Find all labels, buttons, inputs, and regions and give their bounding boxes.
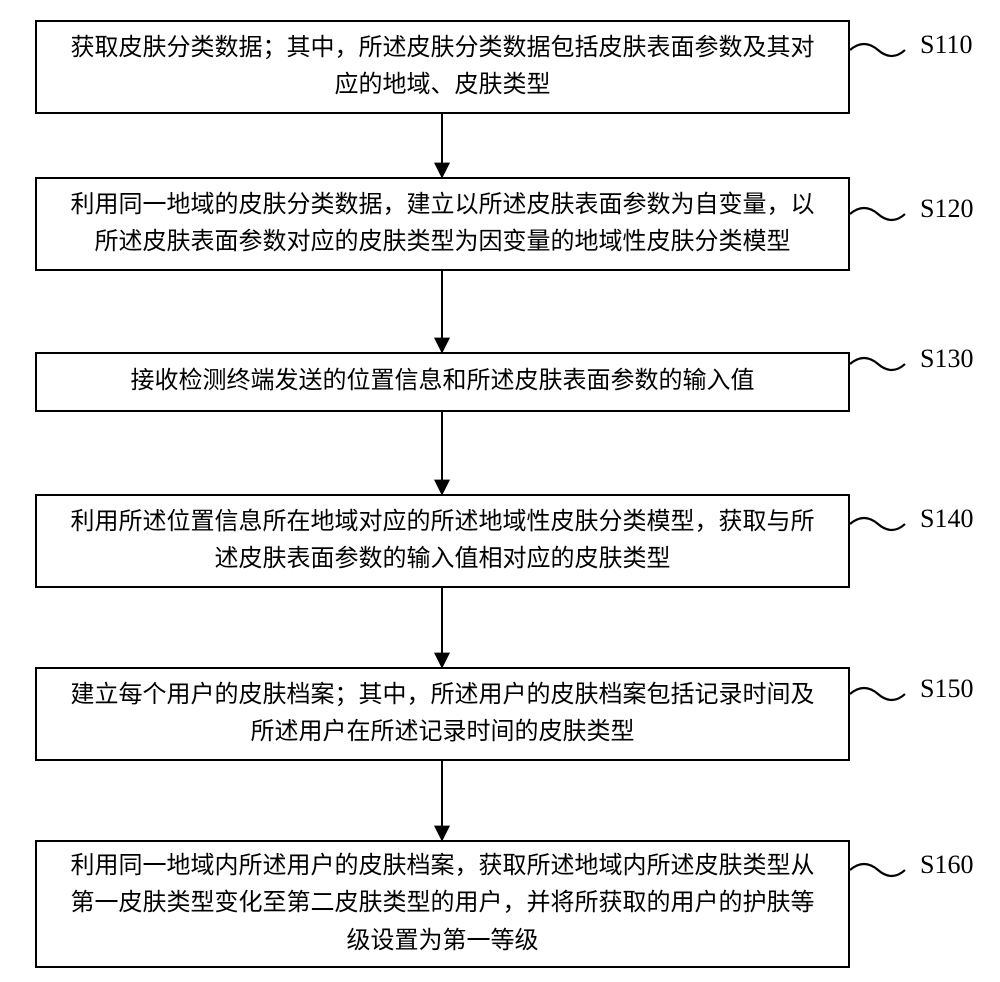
step-label-s110: S110 — [920, 30, 973, 60]
flow-node-s110: 获取皮肤分类数据；其中，所述皮肤分类数据包括皮肤表面参数及其对应的地域、皮肤类型 — [35, 20, 850, 114]
step-label-s130: S130 — [920, 344, 973, 374]
step-label-s120: S120 — [920, 194, 973, 224]
flow-node-s160: 利用同一地域内所述用户的皮肤档案，获取所述地域内所述皮肤类型从第一皮肤类型变化至… — [35, 840, 850, 968]
label-connector-s160 — [850, 864, 905, 876]
flow-node-text: 利用同一地域的皮肤分类数据，建立以所述皮肤表面参数为自变量，以所述皮肤表面参数对… — [61, 187, 824, 261]
flow-node-text: 接收检测终端发送的位置信息和所述皮肤表面参数的输入值 — [131, 363, 755, 400]
label-connector-s110 — [850, 44, 905, 56]
flow-node-text: 获取皮肤分类数据；其中，所述皮肤分类数据包括皮肤表面参数及其对应的地域、皮肤类型 — [61, 30, 824, 104]
label-connector-s120 — [850, 208, 905, 220]
flow-node-s140: 利用所述位置信息所在地域对应的所述地域性皮肤分类模型，获取与所述皮肤表面参数的输… — [35, 494, 850, 588]
label-connector-s150 — [850, 688, 905, 700]
flow-node-s120: 利用同一地域的皮肤分类数据，建立以所述皮肤表面参数为自变量，以所述皮肤表面参数对… — [35, 177, 850, 271]
flow-node-text: 建立每个用户的皮肤档案；其中，所述用户的皮肤档案包括记录时间及所述用户在所述记录… — [61, 677, 824, 751]
flowchart-canvas: 获取皮肤分类数据；其中，所述皮肤分类数据包括皮肤表面参数及其对应的地域、皮肤类型… — [0, 0, 1000, 982]
step-label-s140: S140 — [920, 504, 973, 534]
connectors-layer — [0, 0, 1000, 982]
flow-node-s150: 建立每个用户的皮肤档案；其中，所述用户的皮肤档案包括记录时间及所述用户在所述记录… — [35, 667, 850, 761]
label-connector-s140 — [850, 518, 905, 530]
step-label-s150: S150 — [920, 674, 973, 704]
label-connector-s130 — [850, 358, 905, 370]
flow-node-text: 利用同一地域内所述用户的皮肤档案，获取所述地域内所述皮肤类型从第一皮肤类型变化至… — [61, 848, 824, 960]
step-label-s160: S160 — [920, 850, 973, 880]
flow-node-text: 利用所述位置信息所在地域对应的所述地域性皮肤分类模型，获取与所述皮肤表面参数的输… — [61, 504, 824, 578]
flow-node-s130: 接收检测终端发送的位置信息和所述皮肤表面参数的输入值 — [35, 352, 850, 412]
